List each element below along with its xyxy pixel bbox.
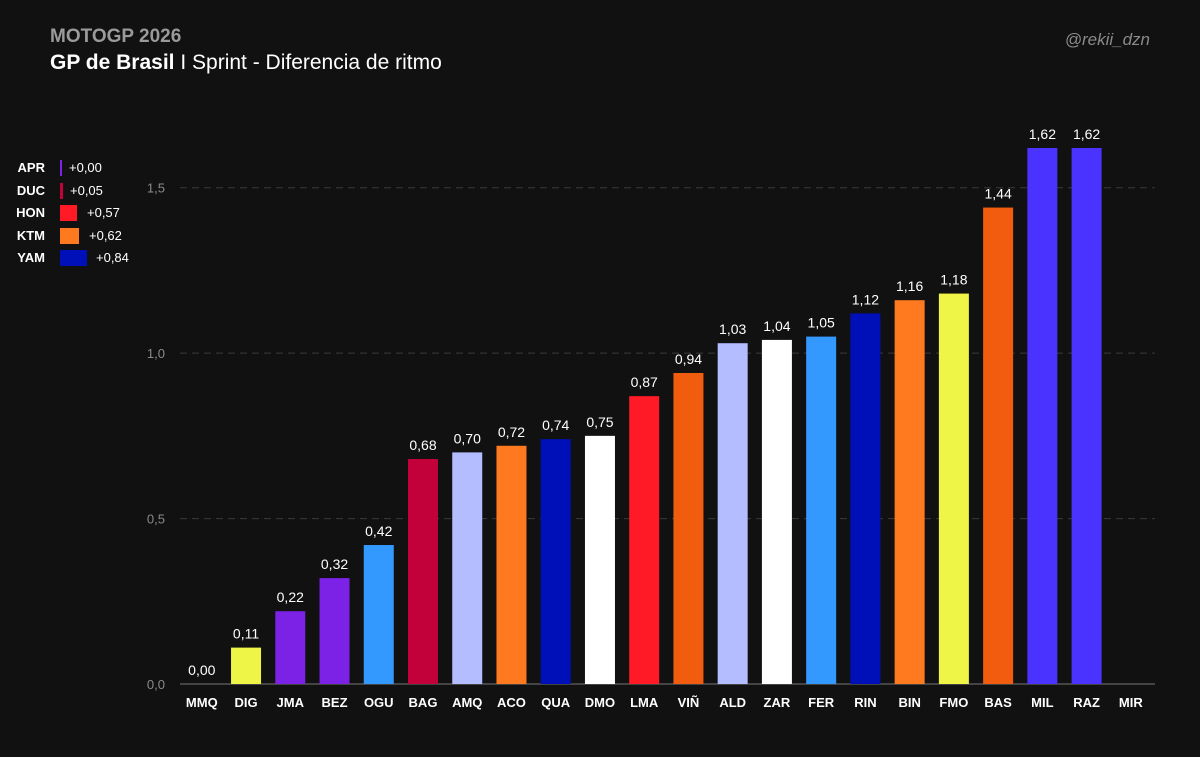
chart-supertitle: MOTOGP 2026	[50, 26, 182, 47]
bar-dmo	[584, 435, 615, 684]
x-tick-label: ZAR	[764, 695, 791, 710]
x-tick-label: VIÑ	[678, 695, 700, 710]
x-tick-label: FER	[808, 695, 835, 710]
legend-value: +0,84	[96, 250, 129, 265]
chart-title: GP de Brasil I Sprint - Diferencia de ri…	[50, 51, 442, 75]
x-tick-label: LMA	[630, 695, 659, 710]
x-tick-label: MIR	[1119, 695, 1143, 710]
bar-viñ	[673, 372, 704, 684]
legend-value: +0,00	[69, 160, 102, 175]
legend-swatch	[60, 227, 79, 244]
bar-fmo	[938, 293, 969, 684]
bar-qua	[540, 439, 571, 684]
legend-swatch	[60, 182, 63, 199]
x-tick-label: JMA	[277, 695, 305, 710]
bar-fer	[806, 336, 837, 684]
legend-label: DUC	[16, 182, 45, 198]
x-tick-label: RIN	[854, 695, 876, 710]
legend-swatch	[60, 205, 77, 221]
bar-raz	[1071, 148, 1102, 684]
bar-value-label: 0,32	[321, 556, 348, 572]
bar-value-label: 0,70	[454, 430, 481, 446]
bar-value-label: 0,68	[409, 437, 436, 453]
legend-swatch	[60, 250, 87, 266]
bar-zar	[761, 339, 792, 684]
bar-value-label: 0,94	[675, 351, 702, 367]
legend-value: +0,57	[87, 205, 120, 220]
x-tick-label: FMO	[939, 695, 968, 710]
title-bold: GP de Brasil	[50, 51, 175, 74]
x-tick-label: AMQ	[452, 695, 482, 710]
legend-swatch	[60, 160, 62, 176]
bar-value-label: 0,00	[188, 662, 215, 678]
bar-value-label: 0,72	[498, 424, 525, 440]
bar-value-label: 0,11	[233, 626, 259, 642]
legend-label: APR	[17, 160, 45, 175]
bar-value-label: 1,03	[719, 321, 746, 337]
x-tick-label: ALD	[719, 695, 746, 710]
title-rest: I Sprint - Diferencia de ritmo	[174, 51, 442, 74]
x-tick-label: BAS	[984, 695, 1012, 710]
bar-bin	[894, 300, 925, 684]
bar-value-label: 0,42	[365, 523, 392, 539]
x-tick-label: BEZ	[322, 695, 348, 710]
bar-bez	[319, 578, 350, 684]
legend-value: +0,05	[70, 182, 103, 198]
x-tick-label: BAG	[409, 695, 438, 710]
x-tick-label: DIG	[234, 695, 257, 710]
bar-value-label: 0,74	[542, 417, 569, 433]
legend-label: YAM	[17, 250, 45, 265]
x-tick-label: ACO	[497, 695, 526, 710]
bar-ogu	[363, 545, 394, 684]
x-tick-label: OGU	[364, 695, 394, 710]
bar-ald	[717, 343, 748, 684]
x-tick-label: MIL	[1031, 695, 1053, 710]
bar-value-label: 0,22	[277, 589, 304, 605]
bar-value-label: 0,87	[631, 374, 658, 390]
y-tick-label: 0,5	[147, 512, 165, 527]
bar-value-label: 1,05	[808, 315, 835, 331]
bar-value-label: 1,12	[852, 291, 879, 307]
bar-value-label: 1,44	[984, 186, 1011, 202]
legend-value: +0,62	[89, 227, 122, 243]
bar-value-label: 0,75	[586, 414, 613, 430]
bar-mil	[1027, 148, 1058, 684]
bar-value-label: 1,62	[1029, 126, 1056, 142]
x-tick-label: QUA	[541, 695, 571, 710]
y-tick-label: 1,0	[147, 346, 165, 361]
y-tick-label: 1,5	[147, 181, 165, 196]
bar-rin	[850, 313, 881, 684]
bar-value-label: 1,16	[896, 278, 923, 294]
bar-aco	[496, 445, 527, 684]
legend-label: HON	[16, 205, 45, 220]
x-tick-label: MMQ	[186, 695, 218, 710]
bar-jma	[275, 611, 306, 684]
bar-value-label: 1,62	[1073, 126, 1100, 142]
x-tick-label: BIN	[898, 695, 920, 710]
bar-bas	[983, 207, 1014, 685]
x-tick-label: RAZ	[1073, 695, 1100, 710]
bar-value-label: 1,04	[763, 318, 790, 334]
bar-lma	[629, 396, 660, 684]
legend-label: KTM	[16, 227, 45, 243]
bar-value-label: 1,18	[940, 272, 967, 288]
bar-bag	[408, 459, 438, 684]
author-handle: @rekii_dzn	[1064, 30, 1150, 49]
bar-amq	[452, 452, 483, 684]
x-tick-label: DMO	[585, 695, 615, 710]
y-tick-label: 0,0	[147, 677, 165, 692]
bar-dig	[231, 647, 262, 684]
